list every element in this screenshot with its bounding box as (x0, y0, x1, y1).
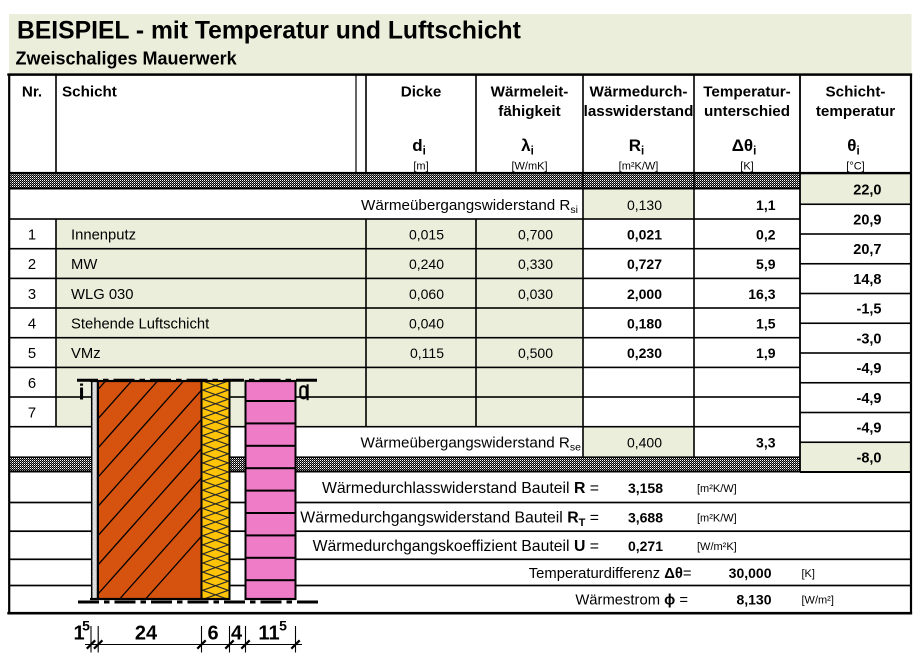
svg-text:16,3: 16,3 (748, 286, 775, 302)
svg-text:0,030: 0,030 (518, 286, 553, 302)
svg-text:VMz: VMz (71, 346, 101, 362)
svg-text:Wärmedurchgangskoeffizient Bau: Wärmedurchgangskoeffizient Bauteil U = (313, 538, 599, 555)
svg-text:Wärmedurchlasswiderstand Baute: Wärmedurchlasswiderstand Bauteil R = (322, 480, 599, 497)
svg-text:0,330: 0,330 (518, 256, 553, 272)
svg-text:0,130: 0,130 (627, 197, 662, 213)
svg-text:1,1: 1,1 (756, 197, 776, 213)
svg-text:3,3: 3,3 (756, 434, 776, 450)
svg-text:22,0: 22,0 (853, 183, 881, 199)
svg-text:2,000: 2,000 (627, 286, 662, 302)
svg-text:-4,9: -4,9 (857, 361, 882, 377)
svg-text:7: 7 (28, 406, 36, 422)
svg-text:0,727: 0,727 (627, 256, 662, 272)
svg-text:Temperatur-: Temperatur- (703, 84, 790, 101)
svg-text:11: 11 (258, 623, 279, 645)
svg-text:0,060: 0,060 (409, 286, 444, 302)
svg-text:0,021: 0,021 (627, 227, 662, 243)
svg-text:6: 6 (207, 623, 218, 645)
svg-text:-3,0: -3,0 (857, 331, 882, 347)
svg-text:1,5: 1,5 (756, 316, 776, 332)
svg-text:Wärmedurchgangswiderstand Baut: Wärmedurchgangswiderstand Bauteil RT = (300, 510, 599, 530)
svg-text:[m²K/W]: [m²K/W] (697, 513, 737, 525)
svg-text:-8,0: -8,0 (857, 450, 882, 466)
svg-text:0,240: 0,240 (409, 256, 444, 272)
svg-text:Zweischaliges Mauerwerk: Zweischaliges Mauerwerk (16, 49, 238, 69)
svg-text:[K]: [K] (740, 161, 753, 173)
svg-text:-4,9: -4,9 (857, 391, 882, 407)
svg-text:Wärmeleit-: Wärmeleit- (491, 84, 569, 101)
svg-text:Δθi: Δθi (732, 136, 757, 158)
svg-text:3,158: 3,158 (628, 480, 663, 496)
svg-text:[m]: [m] (413, 161, 428, 173)
svg-text:3: 3 (28, 287, 36, 303)
svg-text:8,130: 8,130 (736, 592, 771, 608)
svg-text:-4,9: -4,9 (857, 421, 882, 437)
svg-text:24: 24 (135, 623, 158, 645)
svg-text:[°C]: [°C] (846, 161, 864, 173)
svg-text:unterschied: unterschied (704, 103, 790, 120)
svg-text:5: 5 (279, 618, 287, 634)
svg-text:5,9: 5,9 (756, 256, 776, 272)
svg-text:0,500: 0,500 (518, 345, 553, 361)
svg-text:MW: MW (71, 257, 97, 273)
svg-text:2: 2 (28, 257, 36, 273)
svg-text:0,271: 0,271 (628, 538, 663, 554)
svg-text:Temperaturdifferenz Δθ=: Temperaturdifferenz Δθ= (529, 566, 692, 582)
svg-text:Wärmedurch-: Wärmedurch- (590, 84, 688, 101)
svg-text:30,000: 30,000 (729, 565, 772, 581)
svg-text:temperatur: temperatur (816, 103, 895, 120)
svg-text:[W/m²]: [W/m²] (802, 595, 834, 607)
svg-text:i: i (78, 380, 84, 405)
svg-text:6: 6 (28, 376, 36, 392)
svg-text:-1,5: -1,5 (857, 302, 882, 318)
svg-text:0,230: 0,230 (627, 345, 662, 361)
svg-text:Schicht-: Schicht- (826, 84, 886, 101)
svg-text:0,115: 0,115 (410, 345, 444, 361)
svg-text:5: 5 (28, 346, 36, 362)
svg-text:Wärmestrom ϕ =: Wärmestrom ϕ = (575, 593, 688, 609)
svg-text:Innenputz: Innenputz (71, 228, 136, 244)
svg-text:1,9: 1,9 (756, 345, 776, 361)
svg-text:4: 4 (231, 623, 243, 645)
svg-text:0,2: 0,2 (756, 227, 776, 243)
svg-text:Dicke: Dicke (401, 84, 442, 101)
svg-text:20,9: 20,9 (853, 212, 881, 228)
svg-text:Nr.: Nr. (22, 84, 42, 101)
svg-text:Stehende Luftschicht: Stehende Luftschicht (71, 317, 209, 333)
svg-text:WLG 030: WLG 030 (71, 287, 134, 303)
svg-text:1: 1 (28, 228, 36, 244)
svg-text:di: di (412, 136, 426, 158)
svg-text:0,400: 0,400 (627, 434, 662, 450)
svg-text:[W/mK]: [W/mK] (511, 161, 547, 173)
svg-text:lasswiderstand: lasswiderstand (584, 103, 694, 120)
svg-text:Wärmeübergangswiderstand Rse: Wärmeübergangswiderstand Rse (361, 434, 582, 453)
svg-text:0,040: 0,040 (409, 316, 444, 332)
svg-text:20,7: 20,7 (853, 242, 881, 258)
svg-text:[m²K/W]: [m²K/W] (619, 161, 659, 173)
svg-text:0,015: 0,015 (409, 227, 444, 243)
svg-text:3,688: 3,688 (628, 510, 663, 526)
svg-text:1: 1 (73, 623, 84, 645)
svg-text:4: 4 (28, 317, 36, 333)
svg-text:fähigkeit: fähigkeit (498, 103, 560, 120)
svg-text:Ri: Ri (629, 136, 644, 158)
svg-text:BEISPIEL - mit Temperatur und: BEISPIEL - mit Temperatur und Luftschich… (17, 18, 521, 45)
svg-text:Schicht: Schicht (62, 84, 117, 101)
svg-text:14,8: 14,8 (853, 272, 881, 288)
svg-text:Wärmeübergangswiderstand Rsi: Wärmeübergangswiderstand Rsi (361, 197, 578, 216)
svg-text:[W/m²K]: [W/m²K] (697, 541, 737, 553)
svg-text:5: 5 (82, 618, 90, 634)
svg-text:[K]: [K] (802, 568, 815, 580)
svg-text:0,180: 0,180 (627, 316, 662, 332)
svg-text:[m²K/W]: [m²K/W] (697, 483, 737, 495)
svg-text:0,700: 0,700 (518, 227, 553, 243)
